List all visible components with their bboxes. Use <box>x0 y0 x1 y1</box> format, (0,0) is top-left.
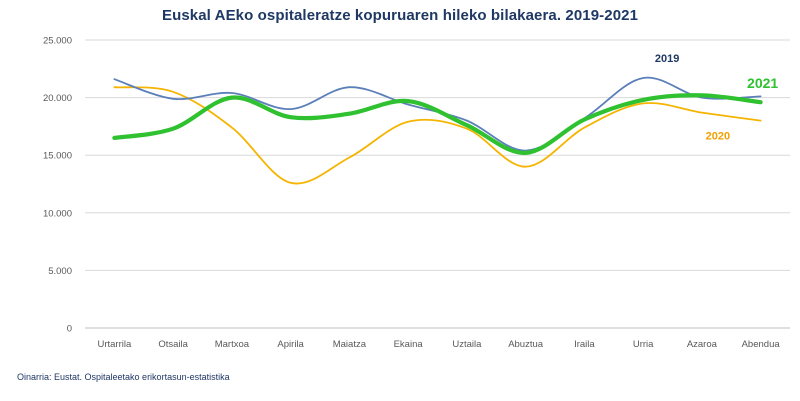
y-tick-label: 0 <box>67 324 72 335</box>
x-tick-label: Otsaila <box>158 339 188 350</box>
chart-title: Euskal AEko ospitaleratze kopuruaren hil… <box>161 7 639 24</box>
y-tick-label: 20.000 <box>43 93 72 104</box>
x-tick-label: Urtarrila <box>97 339 131 350</box>
x-tick-label: Iraila <box>574 339 595 350</box>
x-tick-label: Maiatza <box>333 339 367 350</box>
y-tick-label: 5.000 <box>48 266 72 277</box>
x-tick-label: Apirila <box>277 339 304 350</box>
series-label-2021: 2021 <box>747 75 778 91</box>
x-tick-label: Ekaina <box>394 339 424 350</box>
x-axis-ticks: Urtarrila Otsaila Martxoa Apirila Maiatza Eka… <box>97 339 780 350</box>
y-tick-label: 25.000 <box>43 36 72 47</box>
x-tick-label: Abendua <box>742 339 781 350</box>
y-axis-ticks: 0 5.000 10.000 15.000 20.000 25.000 <box>43 36 72 335</box>
series-labels: 2019 2020 2021 <box>655 53 779 143</box>
series-label-2019: 2019 <box>655 53 679 65</box>
series-line-2021 <box>112 93 763 156</box>
series-label-2020: 2020 <box>706 131 730 143</box>
x-tick-label: Uztaila <box>452 339 482 350</box>
x-tick-label: Urria <box>633 339 654 350</box>
grid-lines <box>85 39 790 329</box>
y-tick-label: 10.000 <box>43 208 72 219</box>
series-line-2020 <box>113 86 762 185</box>
series-lines <box>112 76 763 185</box>
x-tick-label: Abuztua <box>508 339 544 350</box>
series-line-2019 <box>113 76 762 152</box>
x-tick-label: Azaroa <box>687 339 718 350</box>
x-tick-label: Martxoa <box>215 339 250 350</box>
y-tick-label: 15.000 <box>43 151 72 162</box>
source-note: Oinarria: Eustat. Ospitaleetako erikorta… <box>17 372 230 382</box>
